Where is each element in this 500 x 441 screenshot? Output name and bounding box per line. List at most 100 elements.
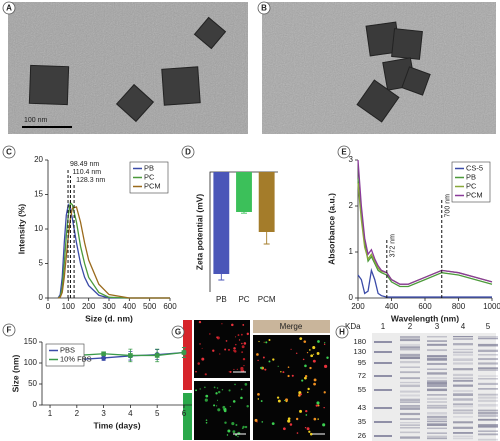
lane-label: 2 — [408, 322, 413, 331]
dot — [205, 421, 208, 424]
dot — [264, 368, 267, 371]
protein-band — [478, 343, 498, 347]
y-axis-title: Absorbance (a.u.) — [326, 193, 336, 265]
protein-band — [453, 426, 473, 429]
dot — [263, 341, 265, 343]
lane-label: 1 — [381, 322, 386, 331]
protein-band — [453, 351, 473, 354]
protein-band — [427, 427, 447, 430]
marker-band — [374, 351, 392, 353]
protein-band — [453, 389, 473, 392]
protein-band — [427, 377, 447, 380]
dot — [235, 424, 238, 426]
marker-band — [374, 375, 392, 377]
dot — [282, 427, 286, 431]
dot — [227, 348, 231, 351]
dot — [287, 417, 291, 420]
merge-label: Merge — [280, 322, 303, 331]
protein-band — [427, 384, 447, 388]
marker-band — [374, 389, 392, 391]
dot — [241, 345, 245, 349]
protein-band — [478, 430, 498, 432]
dot — [244, 383, 248, 386]
protein-band — [453, 343, 473, 346]
protein-band — [400, 339, 420, 342]
legend-label: 10% FBS — [60, 354, 92, 363]
dot — [304, 364, 307, 368]
x-tick-label: 500 — [143, 302, 157, 311]
axes — [41, 342, 192, 406]
dot — [240, 388, 243, 391]
dot — [258, 340, 260, 343]
dot — [231, 422, 235, 426]
dot — [313, 382, 316, 386]
dot — [216, 405, 218, 407]
dot — [317, 404, 320, 407]
dot — [225, 340, 228, 342]
dot — [295, 352, 298, 355]
x-tick-label: PC — [238, 295, 249, 304]
error-bar — [263, 232, 270, 245]
scale-bar-label: 100 nm — [24, 117, 48, 124]
x-tick-label: 6 — [182, 409, 187, 418]
dot — [301, 379, 304, 382]
dot — [316, 401, 320, 405]
protein-band — [478, 411, 498, 415]
data-line — [57, 206, 170, 299]
bar — [236, 172, 252, 212]
annotation-label: 128.3 nm — [76, 177, 105, 184]
dot — [298, 394, 301, 397]
dot — [323, 406, 325, 409]
protein-band — [427, 380, 447, 383]
protein-band — [400, 394, 420, 397]
protein-band — [400, 436, 420, 439]
dot — [246, 332, 249, 336]
protein-band — [453, 354, 473, 356]
y-tick-label: 100 — [24, 358, 38, 367]
protein-band — [400, 343, 420, 347]
dot — [277, 399, 281, 403]
x-axis-title: Time (days) — [93, 420, 140, 430]
dot — [299, 337, 303, 341]
dot — [315, 404, 318, 407]
protein-band — [453, 384, 473, 387]
marker — [181, 350, 187, 355]
protein-band — [427, 355, 447, 358]
marker-band — [374, 362, 392, 364]
protein-band — [478, 367, 498, 370]
dot — [213, 404, 216, 407]
protein-band — [427, 406, 447, 409]
gel — [372, 333, 496, 441]
protein-band — [427, 336, 447, 338]
y-tick-label: 10 — [34, 224, 43, 233]
dot — [224, 421, 227, 424]
annotation-label: 700 nm — [445, 194, 452, 218]
y-tick-label: 0 — [33, 400, 38, 409]
protein-band — [427, 349, 447, 352]
x-tick-label: 4 — [128, 409, 133, 418]
panel-label: C — [6, 148, 12, 157]
panel-label: G — [175, 328, 181, 337]
dot — [316, 352, 320, 355]
dot — [283, 399, 286, 402]
protein-band — [478, 354, 498, 356]
dot — [289, 423, 293, 426]
dot — [276, 396, 280, 399]
protein-band — [478, 396, 498, 399]
protein-band — [453, 362, 473, 365]
dot — [195, 389, 198, 392]
protein-band — [427, 432, 447, 435]
protein-band — [400, 426, 420, 429]
x-axis-title: Wavelength (nm) — [391, 313, 459, 323]
protein-band — [478, 338, 498, 340]
panel-label: F — [7, 326, 12, 335]
channel-strip-red — [183, 320, 192, 390]
gel-unit: KDa — [345, 322, 361, 331]
dot — [261, 421, 264, 423]
dot — [304, 426, 307, 429]
marker-label: 72 — [358, 371, 366, 380]
protein-band — [400, 412, 420, 416]
dot — [308, 430, 311, 433]
merge-header — [253, 320, 330, 333]
protein-band — [453, 403, 473, 406]
